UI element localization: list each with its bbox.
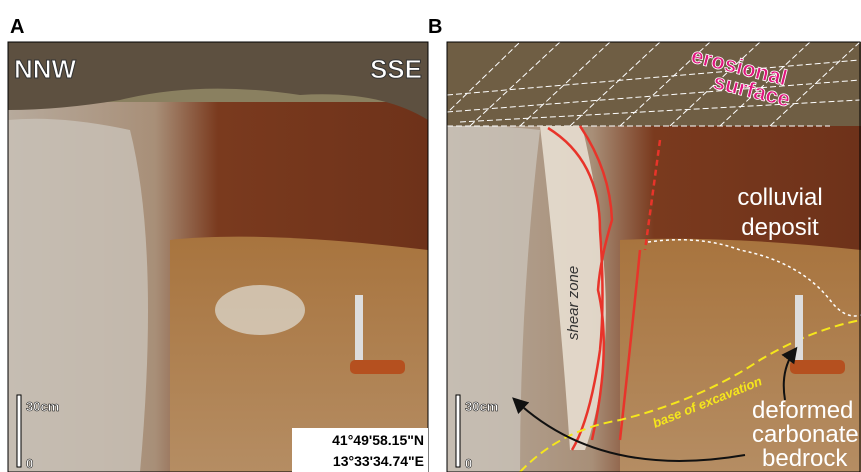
panel-label: B <box>428 16 442 38</box>
figure: A B NNW SSE 30cm 0 41°49'58.15"N 13°33'3… <box>0 0 861 472</box>
scale-label: 30cm <box>465 399 498 414</box>
annotation: deformed <box>752 397 853 424</box>
scale-label: 30cm <box>26 399 59 414</box>
coordinate: 13°33'34.74"E <box>333 453 424 469</box>
photo-b: erosional surface colluvial deposit shea… <box>447 42 861 472</box>
direction: SSE <box>370 54 422 84</box>
panel-label: A <box>10 16 24 38</box>
coordinate: 41°49'58.15"N <box>332 432 424 448</box>
scale-label: 0 <box>26 456 33 471</box>
annotation: carbonate <box>752 421 859 448</box>
annotation: shear zone <box>565 266 582 340</box>
page: {"panels":[ {"label":"A","left_direction… <box>0 0 861 472</box>
annotation: colluvial <box>737 184 822 211</box>
annotation: bedrock <box>762 445 848 472</box>
scale-label: 0 <box>465 456 472 471</box>
annotation: deposit <box>741 214 819 241</box>
direction: NNW <box>14 54 77 84</box>
photo-a <box>8 42 428 472</box>
